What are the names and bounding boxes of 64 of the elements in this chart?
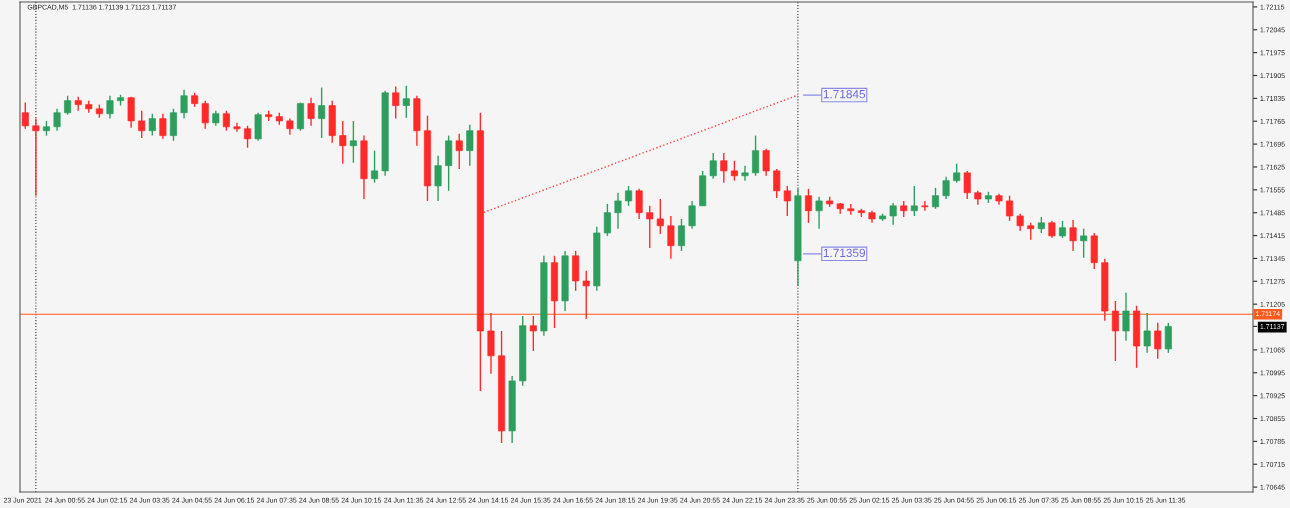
candlestick: [963, 170, 971, 200]
candlestick: [1006, 195, 1014, 222]
candlestick: [847, 203, 855, 216]
candlestick: [1122, 292, 1130, 342]
candlestick: [783, 185, 791, 217]
candlestick: [349, 120, 357, 164]
candlestick: [148, 113, 156, 137]
candlestick: [635, 188, 643, 220]
candlestick: [625, 185, 633, 207]
candlestick: [667, 215, 675, 260]
candlestick: [688, 200, 696, 230]
candlestick: [1164, 322, 1172, 354]
candlestick: [720, 152, 728, 184]
candlestick: [127, 96, 135, 129]
candlestick: [339, 120, 347, 165]
candlestick: [371, 149, 379, 184]
candlestick: [910, 185, 918, 217]
candlestick: [942, 176, 950, 200]
candlestick: [529, 315, 537, 352]
candlestick: [741, 164, 749, 182]
candlestick: [318, 86, 326, 139]
candlestick: [1154, 322, 1162, 360]
candlestick: [233, 122, 241, 133]
candlestick: [1069, 219, 1077, 252]
candlestick: [815, 195, 823, 230]
candlestick: [466, 124, 474, 167]
candlestick: [752, 134, 760, 177]
candlestick: [53, 108, 61, 132]
candlestick: [159, 113, 167, 140]
candlestick: [677, 218, 686, 252]
candlestick: [953, 163, 961, 184]
candlestick: [32, 117, 40, 197]
candlestick: [1080, 228, 1088, 259]
candlestick: [931, 187, 940, 210]
candlestick: [889, 202, 897, 226]
annotation: 1.71359: [823, 248, 866, 258]
candlestick: [106, 95, 114, 120]
candlestick: [762, 147, 770, 177]
candlestick: [921, 200, 929, 212]
candlestick: [392, 85, 400, 120]
candlestick: [646, 205, 654, 249]
candlestick: [307, 97, 315, 127]
candlestick: [434, 155, 442, 202]
candlestick: [656, 198, 664, 235]
candlestick: [244, 125, 252, 149]
candlestick: [582, 270, 590, 320]
candlestick: [455, 132, 463, 170]
candlestick: [730, 160, 738, 182]
candlestick: [201, 99, 209, 130]
candlestick: [1143, 312, 1151, 354]
candlestick: [603, 203, 611, 237]
annotation: 1.71845: [823, 89, 866, 99]
candlestick: [222, 110, 230, 132]
candlestick: [169, 108, 177, 142]
candlestick: [1111, 300, 1119, 362]
candlestick: [138, 110, 146, 139]
candlestick: [614, 192, 622, 230]
candlestick: [180, 89, 188, 120]
candlestick: [64, 95, 72, 116]
candlestick: [709, 152, 717, 180]
candlestick: [773, 168, 781, 199]
candlestick: [804, 188, 813, 224]
candlestick: [402, 84, 410, 119]
candlestick: [21, 101, 29, 130]
